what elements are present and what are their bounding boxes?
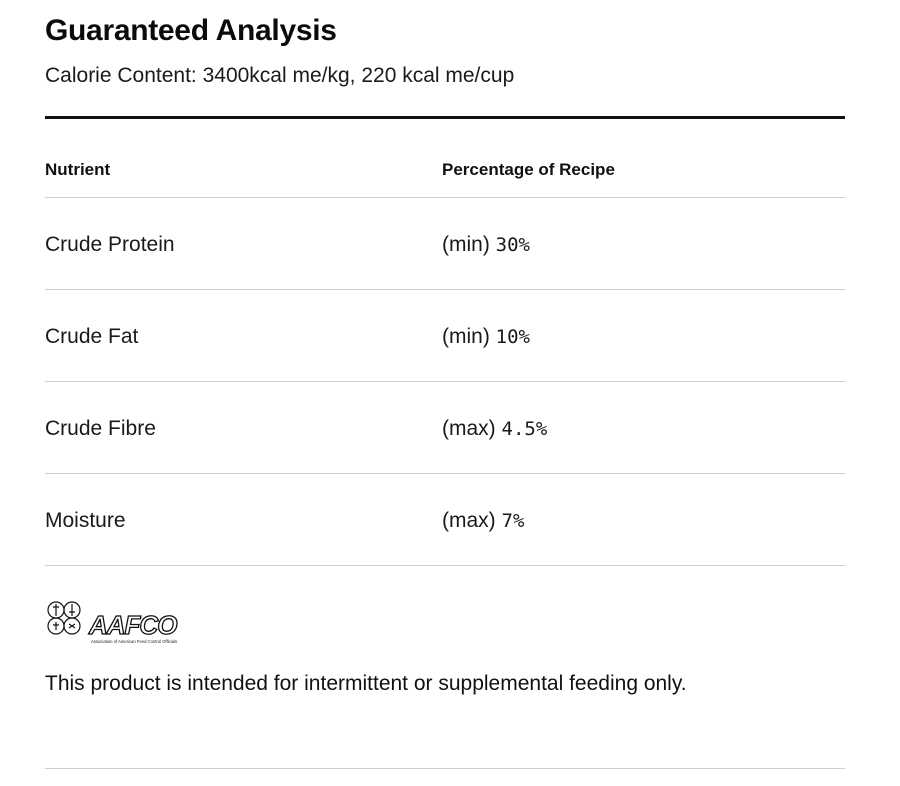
nutrient-name: Crude Protein [45,233,175,256]
aafco-logo: AAFCO Association of American Feed Contr… [47,601,179,644]
nutrient-value: 4.5% [501,418,548,440]
nutrient-qualifier: (max) [442,509,496,532]
nutrient-qualifier: (min) [442,325,490,348]
row-divider [45,565,845,566]
nutrient-qualifier: (max) [442,417,496,440]
aafco-caption: Association of American Feed Control Off… [91,639,177,644]
nutrient-value: 7% [501,510,525,532]
nutrient-percentage: (min) 30% [442,199,530,291]
aafco-seal-icon [47,601,81,635]
nutrient-percentage: (min) 10% [442,291,530,383]
table-row: Moisture (max) 7% [45,475,845,567]
row-divider [45,381,845,382]
nutrient-name: Crude Fat [45,325,139,348]
table-row: Crude Fat (min) 10% [45,291,845,383]
column-header-percentage: Percentage of Recipe [442,160,615,179]
nutrient-name: Moisture [45,509,126,532]
nutrient-name: Crude Fibre [45,417,156,440]
column-header-nutrient: Nutrient [45,160,111,179]
section-title: Guaranteed Analysis [45,14,337,47]
row-divider [45,289,845,290]
bottom-divider [45,768,845,769]
feeding-note: This product is intended for intermitten… [45,672,687,695]
table-row: Crude Protein (min) 30% [45,199,845,291]
nutrient-percentage: (max) 7% [442,475,524,567]
nutrient-percentage: (max) 4.5% [442,383,547,475]
nutrient-qualifier: (min) [442,233,490,256]
nutrient-value: 10% [495,326,530,348]
aafco-wordmark: AAFCO [88,610,177,640]
table-row: Crude Fibre (max) 4.5% [45,383,845,475]
nutrient-value: 30% [495,234,530,256]
row-divider [45,197,845,198]
row-divider [45,473,845,474]
header-divider [45,116,845,119]
calorie-content: Calorie Content: 3400kcal me/kg, 220 kca… [45,64,515,87]
